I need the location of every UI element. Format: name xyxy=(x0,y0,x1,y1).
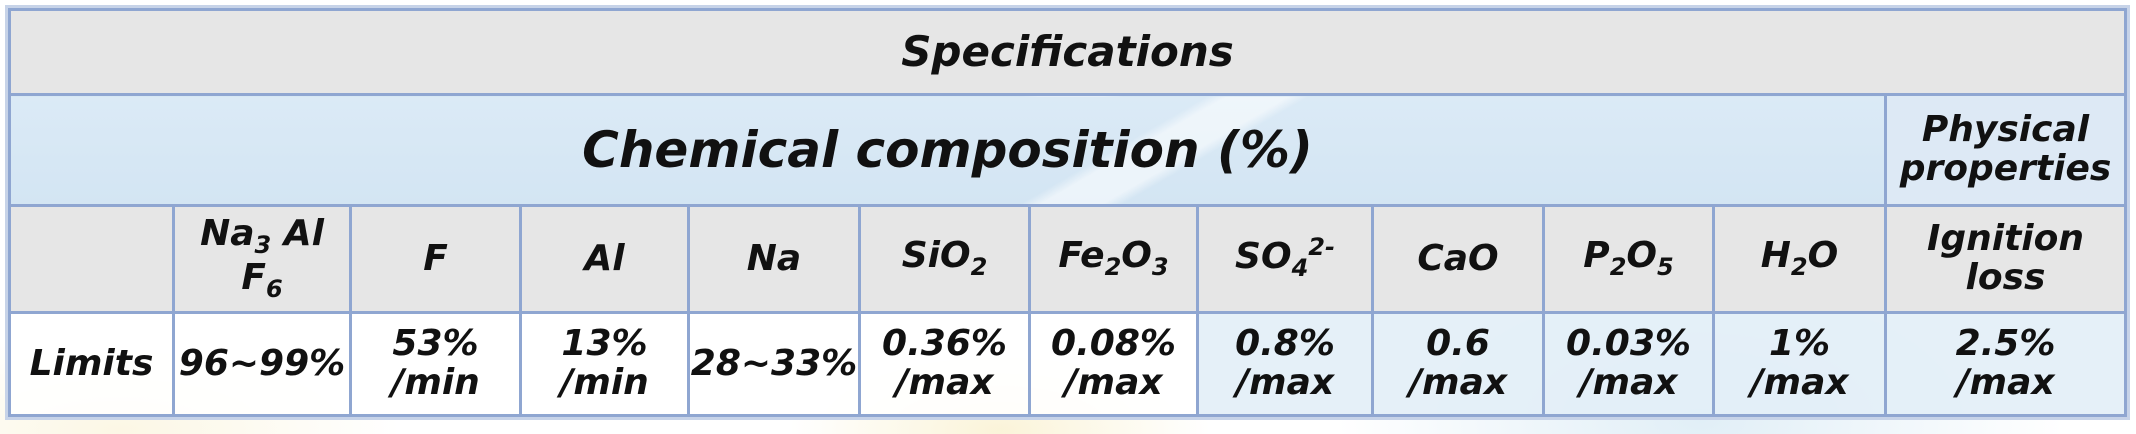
limit-value: 0.08% xyxy=(1051,323,1176,365)
table-title: Specifications xyxy=(8,8,2127,96)
limit-cell-na: 28~33% xyxy=(687,311,861,417)
limit-value: 0.03% xyxy=(1566,323,1691,365)
column-header-row: Na3 Al F6 F Al Na SiO2 Fe2O3 SO42- CaO P… xyxy=(8,204,2127,314)
limit-value: 96~99% xyxy=(178,342,346,384)
limit-value: 53% xyxy=(392,323,479,365)
limit-qualifier: /max xyxy=(1579,362,1678,403)
chemical-composition-group-header: Chemical composition (%) xyxy=(8,93,1887,207)
header-na3alf6: Na3 Al F6 xyxy=(172,204,352,314)
limit-qualifier: /max xyxy=(1064,362,1163,403)
limit-value: 0.6 xyxy=(1426,323,1490,365)
limit-qualifier: /max xyxy=(1408,362,1508,403)
limit-value: 2.5% xyxy=(1955,323,2056,365)
header-empty-corner xyxy=(8,204,175,314)
limit-cell-ignition-loss: 2.5%/max xyxy=(1884,311,2127,417)
limit-qualifier: /max xyxy=(1750,362,1849,403)
header-fe2o3: Fe2O3 xyxy=(1028,204,1199,314)
limit-cell-fe2o3: 0.08%/max xyxy=(1028,311,1199,417)
limit-value: 1% xyxy=(1768,323,1831,365)
limit-cell-f: 53%/min xyxy=(349,311,522,417)
header-ignition-loss: Ignition loss xyxy=(1884,204,2127,314)
header-na: Na xyxy=(687,204,861,314)
limit-value: 0.8% xyxy=(1235,323,1335,365)
header-p2o5: P2O5 xyxy=(1542,204,1715,314)
limit-cell-cao: 0.6/max xyxy=(1371,311,1545,417)
limit-cell-sio2: 0.36%/max xyxy=(858,311,1031,417)
limit-qualifier: /min xyxy=(560,362,649,403)
limit-qualifier: /min xyxy=(391,362,480,403)
limit-cell-p2o5: 0.03%/max xyxy=(1542,311,1715,417)
header-h2o: H2O xyxy=(1712,204,1887,314)
header-sio2: SiO2 xyxy=(858,204,1031,314)
header-al: Al xyxy=(519,204,690,314)
limit-value: 28~33% xyxy=(690,342,858,384)
row-label-limits: Limits xyxy=(8,311,175,417)
limit-qualifier: /max xyxy=(1235,362,1335,403)
header-f: F xyxy=(349,204,522,314)
specifications-table: Specifications Chemical composition (%) … xyxy=(8,8,2127,417)
limit-cell-so4: 0.8%/max xyxy=(1196,311,1374,417)
table-row-limits: Limits 96~99% 53%/min 13%/min 28~33% 0.3… xyxy=(8,311,2127,417)
limit-qualifier: /max xyxy=(1956,362,2055,403)
header-cao: CaO xyxy=(1371,204,1545,314)
physical-properties-group-header: Physical properties xyxy=(1884,93,2127,207)
limit-value: 13% xyxy=(561,323,648,365)
limit-value: 0.36% xyxy=(882,323,1007,365)
limit-cell-al: 13%/min xyxy=(519,311,690,417)
limit-cell-na3alf6: 96~99% xyxy=(172,311,352,417)
limit-qualifier: /max xyxy=(895,362,994,403)
header-so4: SO42- xyxy=(1196,204,1374,314)
limit-cell-h2o: 1%/max xyxy=(1712,311,1887,417)
